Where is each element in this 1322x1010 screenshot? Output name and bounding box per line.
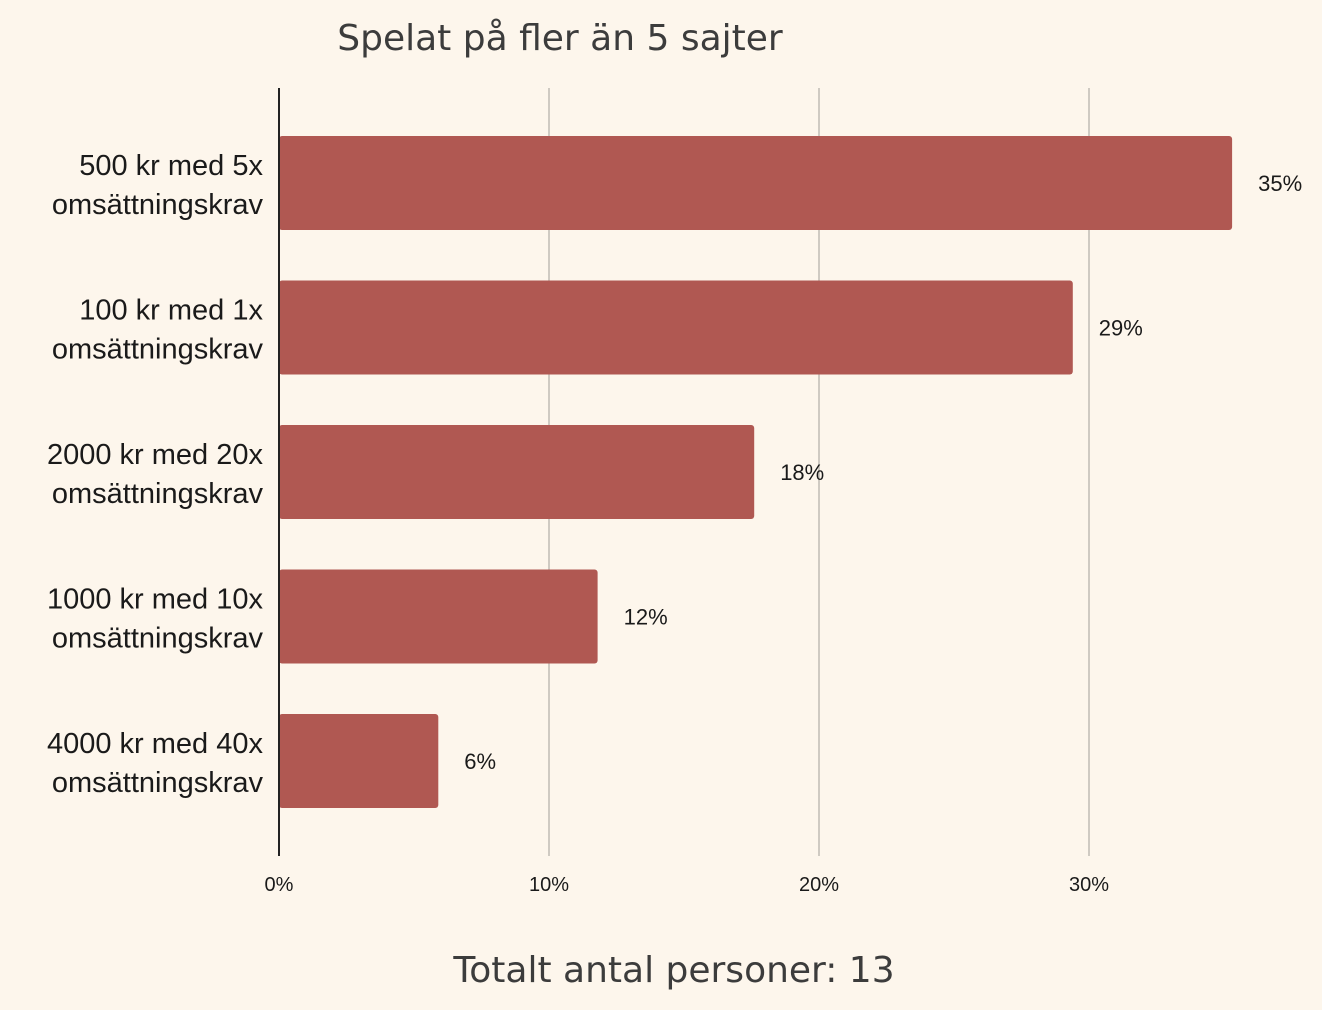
x-tick-label-3: 30% [1069, 874, 1109, 896]
data-label-0: 35% [1258, 171, 1302, 196]
bar-3 [279, 569, 598, 664]
category-label-4-line-1: omsättningskrav [52, 767, 264, 799]
x-tick-label-2: 20% [799, 874, 839, 896]
data-label-3: 12% [624, 605, 668, 630]
bar-1 [279, 280, 1073, 375]
bars [279, 136, 1233, 808]
bar-4 [279, 714, 439, 808]
data-label-1: 29% [1099, 316, 1143, 341]
x-tick-labels: 0% 10% 20% 30% [265, 874, 1110, 896]
category-label-0-line-1: omsättningskrav [52, 189, 264, 221]
category-label-3-line-1: omsättningskrav [52, 623, 264, 655]
category-label-2-line-1: omsättningskrav [52, 478, 264, 510]
category-label-2-line-0: 2000 kr med 20x [47, 439, 264, 471]
category-label-0-line-0: 500 kr med 5x [79, 150, 263, 182]
chart-title: Spelat på fler än 5 sajter [337, 18, 783, 59]
data-labels: 35% 29% 18% 12% 6% [464, 171, 1302, 774]
bar-2 [279, 425, 755, 519]
category-label-3-line-0: 1000 kr med 10x [47, 584, 264, 616]
category-label-1-line-1: omsättningskrav [52, 334, 264, 366]
x-tick-label-0: 0% [265, 874, 294, 896]
category-label-1-line-0: 100 kr med 1x [79, 295, 263, 327]
data-label-2: 18% [780, 460, 824, 485]
footer-total-count: Totalt antal personer: 13 [452, 950, 894, 991]
category-labels: 500 kr med 5x omsättningskrav 100 kr med 1… [47, 150, 264, 799]
category-label-4-line-0: 4000 kr med 40x [47, 728, 264, 760]
data-label-4: 6% [464, 749, 496, 774]
bar-0 [279, 136, 1233, 230]
x-tick-label-1: 10% [529, 874, 569, 896]
